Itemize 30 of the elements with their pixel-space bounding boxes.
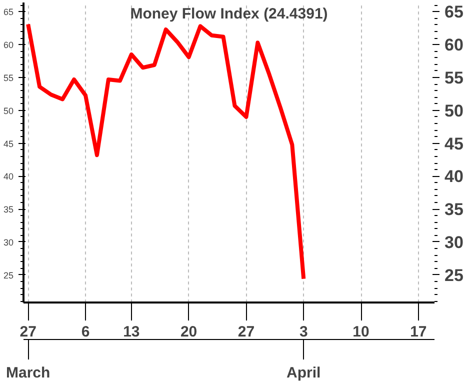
x-tick-label: 17 [410, 324, 427, 340]
x-tick-label: 27 [20, 324, 36, 340]
y-tick-label: 60 [3, 40, 14, 50]
annotation: April [286, 364, 321, 382]
y-tick-label: 45 [3, 138, 14, 149]
y2-tick-label: 50 [444, 101, 464, 120]
y2-tick-label: 35 [444, 200, 464, 220]
y-tick-label: 30 [3, 237, 14, 248]
y2-tick-label: 45 [444, 134, 464, 154]
y2-tick-label: 55 [444, 68, 464, 88]
y2-tick-label: 30 [444, 232, 464, 252]
y-tick-label: 65 [3, 7, 14, 18]
y-tick-label: 50 [3, 106, 14, 116]
y2-tick-label: 60 [444, 36, 464, 55]
x-tick-label: 3 [299, 324, 308, 340]
y-tick-label: 40 [3, 172, 14, 182]
x-tick-label: 13 [123, 324, 140, 340]
y-tick-label: 25 [3, 270, 14, 280]
text: March [6, 364, 50, 382]
y2-tick-label: 25 [444, 266, 464, 285]
x-tick-label: 10 [352, 324, 370, 340]
chart-title: Money Flow Index (24.4391) [130, 6, 328, 22]
x-tick-label: 20 [180, 324, 198, 340]
y2-tick-label: 40 [444, 167, 464, 186]
y2-tick-label: 65 [444, 2, 464, 22]
x-tick-label: 27 [238, 324, 255, 340]
line-series [26, 22, 306, 281]
x-tick-label: 6 [81, 324, 90, 340]
y-tick-label: 55 [3, 73, 14, 83]
y-tick-label: 35 [3, 204, 14, 215]
